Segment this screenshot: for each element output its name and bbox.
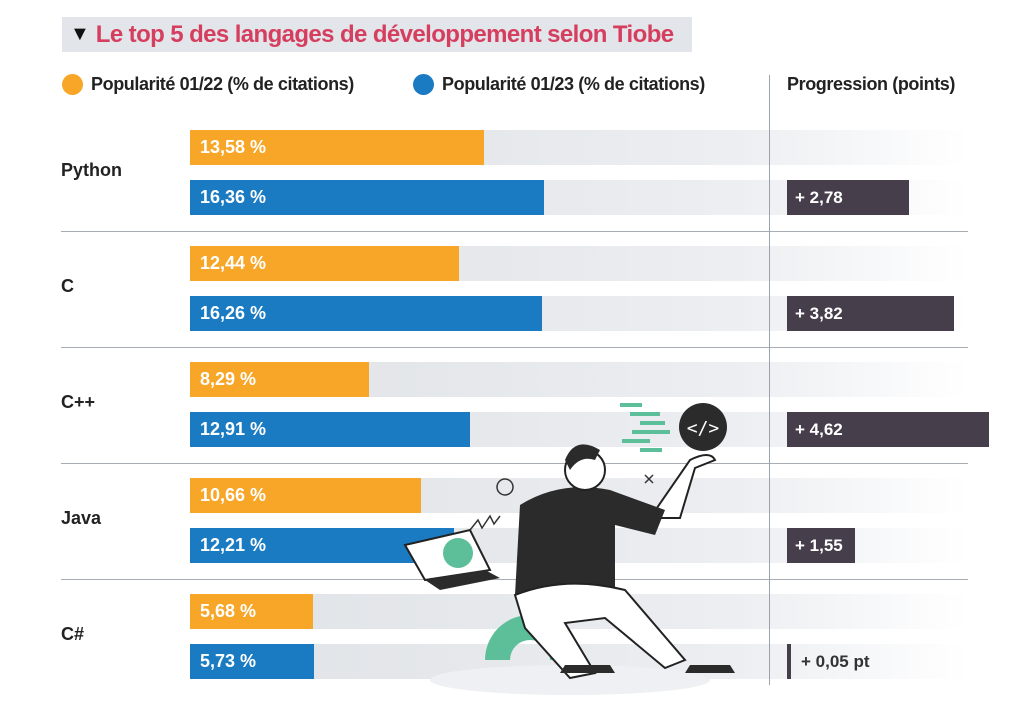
code-badge-icon: [679, 403, 727, 451]
legend-label: Popularité 01/22 (% de citations): [91, 74, 354, 94]
bar-2022: 12,44 %: [190, 246, 460, 281]
category-label: C++: [61, 392, 96, 412]
legend-item-2022: Popularité 01/22 (% de citations): [62, 74, 354, 95]
floor-shadow: [430, 665, 710, 695]
shirt: [515, 487, 665, 595]
category-label: Python: [61, 160, 122, 180]
legend-dot-orange: [62, 74, 83, 95]
row-separator: [61, 231, 968, 232]
legend-item-2023: Popularité 01/23 (% de citations): [413, 74, 705, 95]
bar-2022: 13,58 %: [190, 130, 484, 165]
bar-2023: 5,73 %: [190, 644, 315, 679]
bar-2023: 12,91 %: [190, 412, 470, 447]
trousers: [513, 582, 687, 680]
code-symbol: </>: [687, 418, 720, 439]
row-separator: [61, 463, 968, 464]
category-label: C: [61, 276, 74, 296]
bar-2022: 8,29 %: [190, 362, 370, 397]
legend-label: Popularité 01/23 (% de citations): [442, 74, 705, 94]
chart-title: Le top 5 des langages de développement s…: [95, 20, 674, 48]
chart-title-banner: ▼ Le top 5 des langages de développement…: [62, 17, 692, 52]
progression-bar: + 3,82: [787, 296, 955, 331]
progression-bar: + 1,55: [787, 528, 855, 563]
triangle-down-icon: ▼: [70, 23, 90, 45]
progression-bar: + 2,78: [787, 180, 909, 215]
hair: [565, 444, 600, 470]
shoes: [560, 665, 735, 673]
bar-2023: 16,26 %: [190, 296, 543, 331]
bar-2022: 10,66 %: [190, 478, 421, 513]
row-separator: [61, 579, 968, 580]
developer-illustration: </>: [403, 403, 735, 695]
divider-vertical: [769, 75, 770, 685]
progression-bar: + 4,62: [787, 412, 990, 447]
category-label: C#: [61, 624, 85, 644]
row-separator: [61, 347, 968, 348]
legend-dot-blue: [413, 74, 434, 95]
bar-2022: 5,68 %: [190, 594, 313, 629]
category-label: Java: [61, 508, 102, 528]
progression-bar: + 0,05 pt: [787, 644, 870, 679]
progression-header: Progression (points): [787, 74, 956, 94]
bar-2023: 16,36 %: [190, 180, 545, 215]
code-lines-icon: [620, 403, 670, 452]
